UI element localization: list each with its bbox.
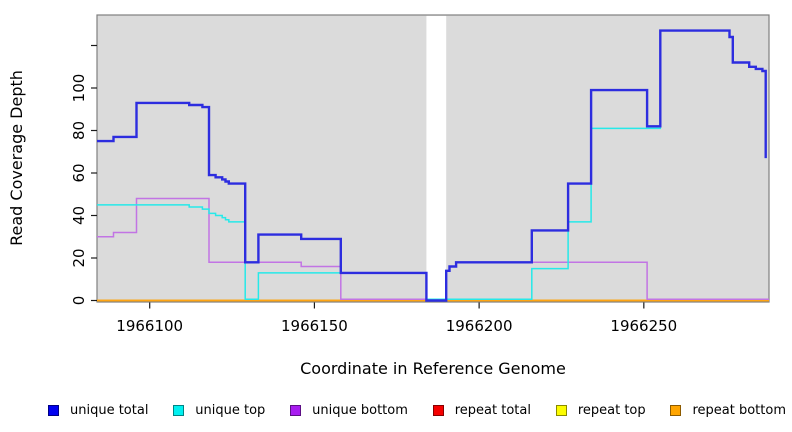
legend-label-unique-total: unique total (70, 402, 149, 418)
legend-swatch-unique-top (173, 404, 185, 416)
y-axis-tick-label: 100 (70, 74, 88, 103)
legend-swatch-unique-total (48, 404, 59, 416)
y-axis-tick-label: 40 (70, 206, 88, 225)
legend-swatch-repeat-bottom (670, 404, 682, 416)
x-axis-tick-label: 1966200 (446, 317, 513, 335)
x-axis-tick-label: 1966250 (610, 317, 677, 335)
y-axis-label: Read Coverage Depth (7, 70, 26, 246)
legend-label-repeat-bottom: repeat bottom (692, 402, 786, 418)
legend-item-unique-total: unique total (48, 403, 148, 418)
legend-swatch-repeat-top (555, 404, 567, 416)
x-axis-tick-label: 1966100 (116, 317, 183, 335)
legend-label-repeat-total: repeat total (454, 402, 531, 418)
x-axis-label: Coordinate in Reference Genome (300, 359, 566, 378)
x-axis-tick-label: 1966150 (281, 317, 348, 335)
legend-item-unique-top: unique top (173, 403, 265, 418)
legend-item-unique-bottom: unique bottom (290, 403, 408, 418)
plot-border (96, 14, 770, 303)
legend-item-repeat-bottom: repeat bottom (670, 403, 786, 418)
gap-region (426, 15, 447, 302)
legend-label-repeat-top: repeat top (577, 402, 646, 418)
legend-swatch-repeat-total (432, 404, 444, 416)
legend: unique total unique top unique bottom re… (48, 397, 786, 423)
y-axis-tick-label: 80 (70, 121, 88, 140)
legend-item-repeat-top: repeat top (555, 402, 646, 418)
legend-swatch-unique-bottom (290, 404, 302, 416)
y-axis-tick-label: 60 (70, 163, 88, 182)
series-line-unique-total (97, 29, 767, 302)
legend-label-unique-top: unique top (195, 402, 266, 418)
y-axis-tick-label: 0 (70, 296, 88, 306)
y-axis-tick-label: 20 (70, 248, 88, 267)
legend-label-unique-bottom: unique bottom (312, 402, 408, 418)
legend-item-repeat-total: repeat total (432, 402, 531, 418)
